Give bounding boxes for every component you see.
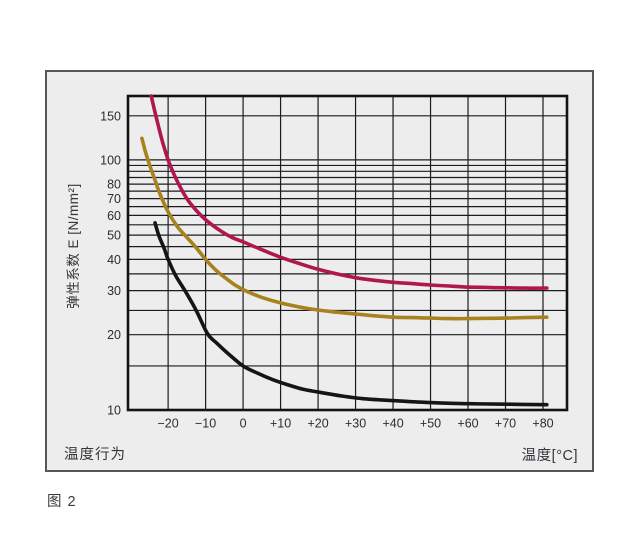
chart-subtitle: 温度行为 <box>64 447 126 463</box>
y-axis-title: 弹性系数 E [N/mm²] <box>66 183 81 309</box>
figure-caption: 图 2 <box>47 494 77 510</box>
x-tick-label: +10 <box>270 417 291 431</box>
plot-border <box>126 94 569 412</box>
x-tick-label: +20 <box>307 417 328 431</box>
y-tick-label: 100 <box>100 153 121 167</box>
x-tick-label: +30 <box>345 417 366 431</box>
y-tick-label: 30 <box>107 284 121 298</box>
x-tick-label: +80 <box>532 417 553 431</box>
x-tick-label: −10 <box>195 417 216 431</box>
y-tick-label: 10 <box>107 404 121 418</box>
y-tick-label: 50 <box>107 229 121 243</box>
figure-panel: 150 100 80 70 60 50 40 30 20 10 −20 −10 0 +10 +20 +30 +4… <box>45 70 594 472</box>
x-tick-label: +70 <box>495 417 516 431</box>
y-tick-label: 20 <box>107 328 121 342</box>
y-tick-label: 40 <box>107 253 121 267</box>
y-tick-label: 150 <box>100 109 121 123</box>
x-tick-label: +50 <box>420 417 441 431</box>
x-tick-label: −20 <box>158 417 179 431</box>
y-tick-label: 70 <box>107 192 121 206</box>
x-axis-title: 温度[°C] <box>521 448 578 464</box>
x-tick-label: +40 <box>382 417 403 431</box>
y-tick-label: 80 <box>107 178 121 192</box>
series-red <box>149 94 549 290</box>
y-tick-label: 60 <box>107 209 121 223</box>
series-black <box>153 221 549 407</box>
x-tick-label: 0 <box>240 417 247 431</box>
series-gold <box>140 136 549 321</box>
x-tick-label: +60 <box>457 417 478 431</box>
